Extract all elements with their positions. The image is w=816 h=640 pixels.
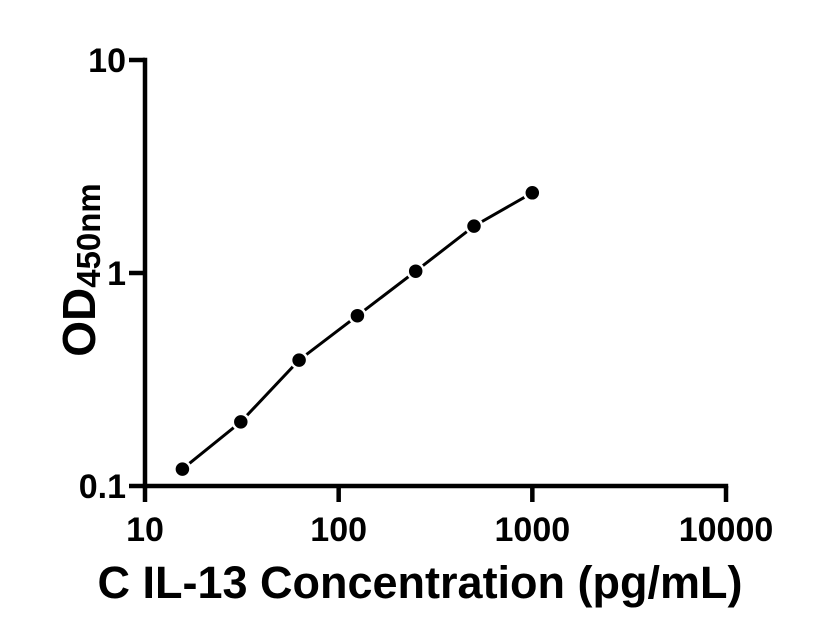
y-tick-label: 0.1 (79, 468, 126, 506)
data-point-marker (348, 306, 367, 325)
plot-area: 10 100 1000 10000 10 1 0.1 (79, 42, 774, 549)
y-tick-label: 1 (107, 255, 126, 293)
y-axis-title-subscript: 450nm (70, 183, 107, 288)
x-axis-title: C IL-13 Concentration (pg/mL) (98, 557, 743, 608)
x-tick-label: 10000 (679, 511, 774, 549)
x-tick-label: 100 (310, 511, 367, 549)
y-axis-title-main: OD (53, 288, 105, 357)
x-tick-label: 1000 (495, 511, 571, 549)
data-point-marker (231, 412, 251, 432)
data-point-marker (464, 216, 484, 236)
y-tick-label: 10 (88, 42, 126, 80)
data-point-marker (406, 261, 425, 281)
data-point-marker (289, 350, 309, 370)
data-point-marker (523, 183, 542, 203)
y-axis-title: OD450nm (53, 183, 107, 357)
data-point-marker (173, 459, 192, 479)
x-tick-label: 10 (126, 511, 164, 549)
